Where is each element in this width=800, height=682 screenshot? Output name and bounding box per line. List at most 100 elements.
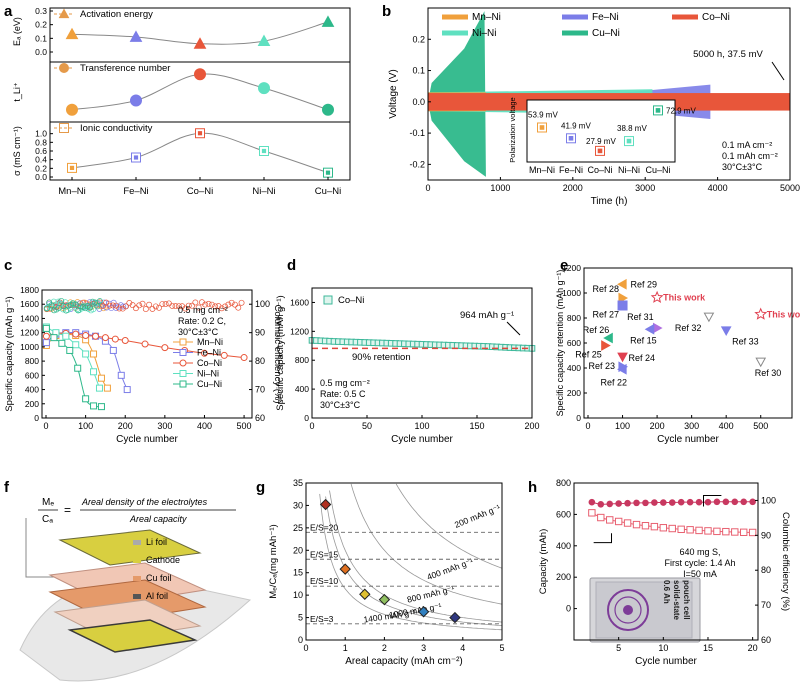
panel-h-ytick-label: 400 — [556, 541, 571, 551]
panel-e-ytick-label: 1200 — [562, 263, 581, 273]
panel-e-point-label: Ref 26 — [583, 325, 610, 335]
panel-c-ce-point — [126, 300, 133, 306]
panel-c-ytick2-label: 90 — [255, 328, 265, 338]
panel-b-annotation-arrow — [771, 61, 785, 81]
panel-e-point — [617, 352, 628, 363]
panel-h-arrow-left — [593, 533, 613, 544]
panel-e-point-label: This work — [663, 293, 706, 303]
panel-h-ce-point — [660, 499, 667, 506]
panel-b-condition: 0.1 mA cm⁻² — [722, 140, 772, 150]
panel-h-xtick-label: 5 — [616, 643, 621, 653]
panel-b-inset-point-core — [539, 125, 545, 130]
panel-c-ce-point — [189, 302, 195, 309]
panel-h-ce-point — [624, 499, 631, 507]
panel-h-capacity-point — [632, 520, 641, 529]
panel-b-xtick-label: 4000 — [708, 183, 728, 193]
panel-label-h: h — [528, 479, 537, 496]
panel-a-ytick-label: 1.0 — [35, 129, 47, 139]
cathode-bottom-layer — [67, 619, 198, 653]
panel-b-xtick-label: 3000 — [635, 183, 655, 193]
panel-c-capacity-point — [50, 334, 58, 342]
panel-c-legend-marker — [179, 380, 187, 388]
panel-c-capacity-point — [123, 386, 131, 394]
panel-a-ytick-label: 0.1 — [35, 33, 47, 43]
panel-h-ce-point — [606, 500, 614, 508]
panel-b-frame — [427, 7, 791, 181]
panel-a-point-core — [69, 165, 75, 171]
panel-c-ce-point — [62, 299, 69, 306]
panel-b-inset-value-label: 72.9 mV — [666, 106, 696, 115]
panel-c-ce-point — [238, 299, 245, 306]
panel-a-point — [321, 15, 335, 27]
panel-b-xtick-label: 0 — [425, 183, 430, 193]
panel-a-point — [193, 37, 207, 49]
panel-a-point — [194, 68, 206, 81]
panel-b-legend-label: Cu–Ni — [592, 28, 620, 39]
panel-c-ce-point — [43, 305, 50, 312]
panel-d-annotation: 964 mAh g⁻¹ — [460, 310, 514, 321]
panel-c-capacity-point — [200, 349, 208, 357]
panel-c-ce-point — [232, 301, 238, 308]
formula-numerator-symbol: Mₑ — [42, 497, 54, 508]
panel-h-capacity-point — [623, 519, 632, 527]
panel-e-ytick-label: 600 — [567, 338, 581, 348]
panel-c-ce-point — [195, 304, 202, 311]
panel-c-ce-point — [142, 306, 149, 313]
formula-numerator: Areal density of the electrolytes — [81, 497, 208, 507]
panel-c-ytick-label: 600 — [25, 370, 39, 380]
panel-c-ce-point — [208, 301, 215, 308]
panel-b-inset-value-label: 27.9 mV — [586, 137, 616, 146]
panel-h-ce-point — [588, 498, 596, 506]
panel-a-point-core — [197, 131, 203, 136]
panel-h-xtick-label: 15 — [703, 643, 713, 653]
panel-h-ce-point — [740, 498, 748, 506]
panel-c-ce-point — [205, 300, 212, 307]
panel-g-ytick-label: 25 — [293, 523, 303, 533]
panel-c-capacity-point — [82, 332, 90, 340]
panel-c-legend-label: Fe–Ni — [197, 348, 221, 358]
panel-a-point-core — [133, 155, 139, 160]
pouch-cell-seal-core — [623, 605, 633, 615]
panel-e-point — [603, 332, 613, 344]
panel-g-point — [378, 593, 391, 606]
panel-b-inset-ylabel: Polarization voltage — [508, 97, 517, 162]
panel-h-ce-point — [722, 498, 730, 506]
panel-b-xlabel: Time (h) — [591, 196, 628, 207]
panel-c-ylabel: Specific capacity (mAh g⁻¹) — [4, 296, 15, 411]
panel-a-xtick-label: Fe–Ni — [123, 186, 148, 197]
panel-a-xtick-label: Ni–Ni — [252, 186, 275, 197]
panel-c-condition: Rate: 0.2 C, — [178, 316, 226, 326]
formula-equals: = — [64, 503, 71, 517]
panel-c-ce-point — [185, 302, 192, 309]
panel-h-ce-point — [615, 500, 622, 507]
panel-g-point — [359, 588, 371, 600]
panel-c-ce-point — [162, 301, 169, 308]
panel-c-capacity-point — [109, 346, 117, 354]
panel-h-ce-point — [704, 498, 712, 506]
panel-c-xtick-label: 200 — [118, 421, 133, 431]
panel-c-capacity-point — [62, 332, 70, 340]
panel-c-ytick-label: 1000 — [20, 342, 39, 352]
panel-h-capacity-point — [614, 517, 623, 526]
panel-a-legend-marker — [58, 8, 70, 19]
pouch-cell-inner — [595, 581, 693, 639]
panel-c-capacity-point — [90, 350, 98, 358]
panel-d-xtick-label: 200 — [524, 421, 539, 431]
panel-h-xlabel: Cycle number — [635, 656, 697, 667]
panel-label-c: c — [4, 257, 12, 274]
panel-d-frame — [311, 287, 533, 419]
panel-e-point — [617, 300, 628, 311]
panel-e-point — [618, 292, 629, 304]
panel-c-capacity-point — [97, 403, 105, 411]
panel-label-f: f — [4, 479, 10, 496]
panel-h-capacity-point — [650, 522, 659, 531]
panel-c-legend-label: Co–Ni — [197, 358, 222, 368]
panel-a-frame — [49, 7, 351, 181]
panel-h-ce-point — [677, 498, 685, 506]
panel-c-capacity-point — [103, 384, 111, 392]
panel-h-frame — [573, 482, 759, 641]
panel-b-inset-xtick-label: Fe–Ni — [559, 165, 583, 175]
panel-h-condition: 640 mg S, — [679, 547, 720, 557]
plots-layer: Activation energy 0.0 0.1 0.2 0.3 Eₐ (eV) Tran… — [4, 6, 800, 667]
